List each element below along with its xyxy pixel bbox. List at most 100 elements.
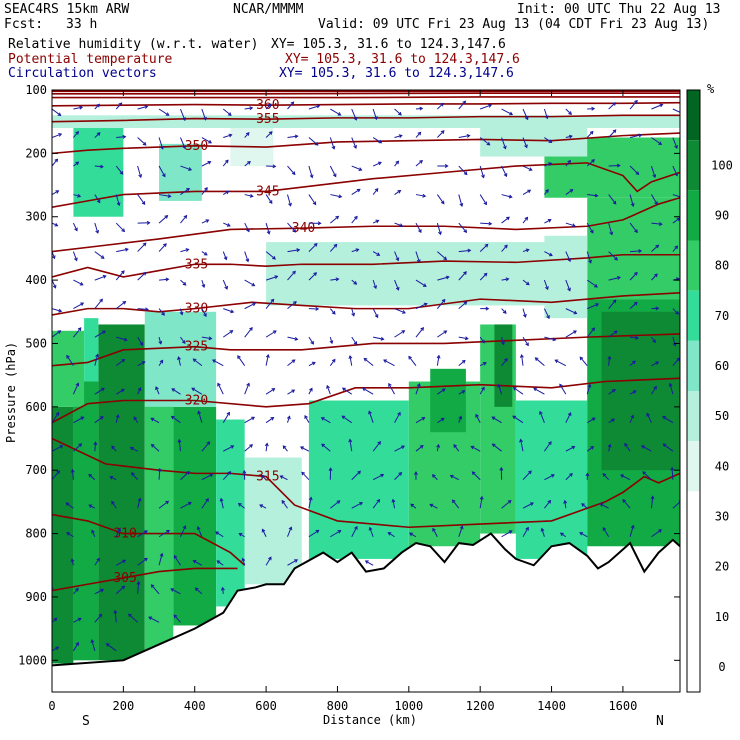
humidity-cell-3	[144, 368, 174, 651]
circulation-vector	[501, 137, 507, 150]
circulation-vector	[244, 416, 256, 424]
circulation-vector	[94, 164, 104, 169]
circulation-vector	[565, 134, 573, 139]
circulation-vector	[115, 222, 126, 233]
circulation-vector	[244, 279, 256, 287]
circulation-vector	[522, 526, 529, 537]
humidity-cell-22	[480, 128, 588, 157]
y-tick-label: 100	[25, 83, 47, 97]
circulation-vector	[321, 443, 331, 452]
circulation-vector	[565, 279, 571, 292]
circulation-vector	[244, 444, 253, 452]
circulation-vector	[437, 130, 445, 138]
circulation-vector	[330, 194, 343, 199]
theta-contour-305	[52, 567, 238, 592]
circulation-vector	[330, 277, 340, 282]
circulation-vector	[192, 559, 203, 566]
circulation-vector	[539, 410, 545, 423]
circulation-vector	[115, 559, 127, 566]
circulation-vector	[586, 327, 596, 338]
circulation-vector	[651, 385, 657, 395]
circulation-vector	[501, 499, 512, 509]
y-tick-label: 900	[25, 590, 47, 604]
circulation-vector	[72, 251, 78, 262]
colorbar-bin	[687, 290, 700, 341]
circulation-vector	[94, 588, 105, 595]
circulation-vector	[265, 298, 275, 309]
x-tick-label: 600	[255, 699, 277, 713]
theta-label-350: 350	[185, 139, 208, 154]
circulation-vector	[672, 357, 680, 366]
circulation-vector	[150, 417, 160, 424]
circulation-vector	[599, 503, 609, 509]
circulation-vector	[287, 101, 295, 110]
circulation-vector	[201, 441, 211, 452]
circulation-vector	[52, 133, 63, 138]
circulation-vector	[559, 532, 567, 538]
circulation-vector	[662, 416, 674, 424]
circulation-vector	[88, 504, 96, 509]
circulation-vector	[137, 137, 147, 146]
circulation-vector	[52, 330, 62, 338]
circulation-vector	[522, 189, 532, 195]
circulation-vector	[201, 473, 214, 481]
theta-contour-345	[52, 162, 680, 209]
circulation-vector	[437, 102, 444, 110]
circulation-vector	[458, 248, 472, 253]
circulation-vector	[308, 529, 320, 538]
circulation-vector	[194, 587, 203, 595]
y-tick-label: 400	[25, 273, 47, 287]
circulation-vector	[282, 445, 288, 452]
circulation-vector	[409, 532, 417, 538]
circulation-vector	[115, 165, 124, 175]
circulation-vector	[113, 609, 118, 623]
circulation-vector	[431, 474, 438, 481]
circulation-vector	[436, 443, 441, 452]
circulation-vector	[73, 416, 85, 424]
circulation-vector	[565, 472, 573, 481]
circulation-vector	[458, 271, 467, 281]
humidity-cell-12	[430, 368, 466, 433]
circulation-vector	[265, 251, 276, 260]
circulation-vector	[170, 588, 181, 595]
circulation-vector	[565, 445, 576, 452]
theta-label-330: 330	[185, 302, 208, 317]
humidity-cell-10	[308, 400, 409, 559]
circulation-vector	[287, 301, 297, 310]
circulation-vector	[629, 271, 638, 281]
circulation-vector	[137, 105, 149, 110]
circulation-vector	[348, 438, 353, 452]
org-label: NCAR/MMMM	[233, 2, 304, 17]
circulation-vector	[372, 308, 379, 319]
circulation-vector	[179, 308, 184, 316]
circulation-vector	[222, 411, 230, 423]
circulation-vector	[201, 108, 207, 121]
y-tick-label: 200	[25, 146, 47, 160]
circulation-vector	[330, 500, 341, 509]
circulation-vector	[173, 614, 181, 623]
colorbar-label: 90	[715, 208, 729, 222]
circulation-vector	[287, 389, 296, 395]
circulation-vector	[501, 357, 508, 366]
circulation-vector	[244, 326, 253, 338]
circulation-vector	[608, 163, 621, 168]
x-tick-label: 0	[48, 699, 55, 713]
circulation-vector	[581, 503, 588, 509]
circulation-vector	[180, 165, 193, 171]
theta-label-335: 335	[185, 257, 208, 272]
circulation-vector	[180, 214, 188, 224]
circulation-vector	[201, 251, 208, 256]
circulation-vector	[115, 585, 126, 595]
field-theta-name: Potential temperature	[8, 52, 173, 67]
colorbar-bin	[687, 90, 700, 141]
circulation-vector	[286, 415, 291, 423]
circulation-vector	[300, 446, 310, 452]
circulation-vector	[651, 273, 658, 281]
circulation-vector	[191, 387, 203, 395]
circulation-vector	[244, 251, 250, 263]
circulation-vector	[608, 194, 617, 205]
circulation-vector	[158, 108, 170, 116]
circulation-vector	[223, 445, 235, 452]
